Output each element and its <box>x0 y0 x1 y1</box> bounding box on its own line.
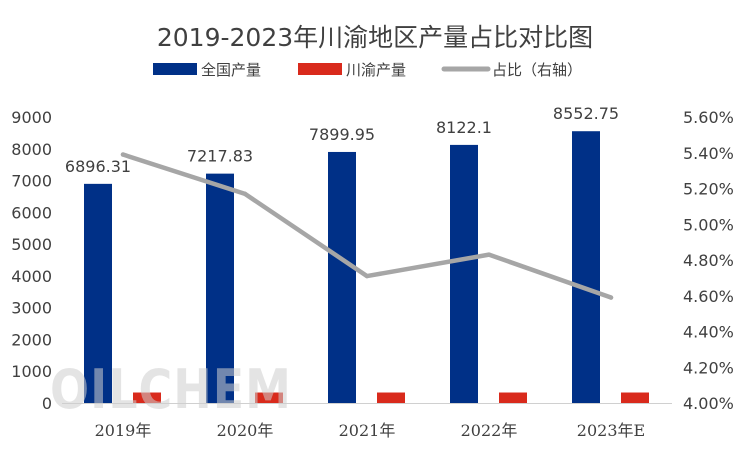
data-labels: 6896.31 7217.83 7899.95 8122.1 8552.75 <box>65 104 619 176</box>
bar-national <box>328 151 356 403</box>
legend: 全国产量 川渝产量 占比（右轴） <box>153 61 582 79</box>
y-right-axis: 4.00% 4.20% 4.40% 4.60% 4.80% 5.00% 5.20% 5.40%… <box>683 108 734 413</box>
x-tick-label: 2022年 <box>461 421 518 440</box>
y-right-tick-label: 5.00% <box>683 215 734 234</box>
y-left-tick-label: 6000 <box>11 203 52 222</box>
ratio-point <box>608 295 614 300</box>
x-tick-label: 2020年 <box>217 421 274 440</box>
y-right-tick-label: 4.40% <box>683 323 734 342</box>
legend-swatch-sichuan-chongqing <box>298 63 342 75</box>
data-label: 6896.31 <box>65 157 131 176</box>
legend-label-ratio: 占比（右轴） <box>492 61 582 79</box>
x-tick-label: 2021年 <box>339 421 396 440</box>
data-label: 8122.1 <box>436 118 492 137</box>
data-label: 7899.95 <box>309 125 375 144</box>
y-right-tick-label: 4.20% <box>683 358 734 377</box>
legend-label-sichuan-chongqing: 川渝产量 <box>346 61 406 79</box>
bars <box>84 131 649 403</box>
ratio-line-group <box>120 152 614 300</box>
ratio-point <box>364 273 370 279</box>
y-left-tick-label: 5000 <box>11 235 52 254</box>
bar-sichuan-chongqing <box>133 392 161 403</box>
y-left-tick-label: 2000 <box>11 330 52 349</box>
y-right-tick-label: 4.00% <box>683 394 734 413</box>
y-left-tick-label: 7000 <box>11 172 52 191</box>
x-tick-label: 2019年 <box>95 421 152 440</box>
ratio-point <box>120 152 126 157</box>
y-right-tick-label: 4.60% <box>683 287 734 306</box>
y-left-axis: 0 1000 2000 3000 4000 5000 6000 7000 8000 9000 <box>11 108 52 413</box>
bar-national <box>84 183 112 403</box>
x-tick-label: 2023年E <box>577 421 645 440</box>
y-left-tick-label: 3000 <box>11 299 52 318</box>
y-right-tick-label: 5.40% <box>683 144 734 163</box>
bar-national <box>572 131 600 403</box>
bar-sichuan-chongqing <box>621 392 649 403</box>
y-left-tick-label: 0 <box>42 394 52 413</box>
bar-national <box>450 144 478 403</box>
y-left-tick-label: 4000 <box>11 267 52 286</box>
bar-sichuan-chongqing <box>499 392 527 403</box>
y-right-tick-label: 4.80% <box>683 251 734 270</box>
legend-swatch-national <box>153 63 197 75</box>
bar-sichuan-chongqing <box>377 392 405 403</box>
legend-label-national: 全国产量 <box>201 61 261 79</box>
watermark-logo: OILCHEM <box>50 357 292 421</box>
y-right-tick-label: 5.20% <box>683 180 734 199</box>
ratio-point <box>242 191 248 197</box>
y-left-tick-label: 9000 <box>11 108 52 127</box>
chart-title: 2019-2023年川渝地区产量占比对比图 <box>157 23 593 52</box>
y-right-tick-label: 5.60% <box>683 108 734 127</box>
ratio-point <box>486 252 492 257</box>
y-left-tick-label: 1000 <box>11 362 52 381</box>
data-label: 7217.83 <box>187 147 253 166</box>
y-left-tick-label: 8000 <box>11 140 52 159</box>
x-axis: 2019年 2020年 2021年 2022年 2023年E <box>95 421 646 440</box>
bar-sichuan-chongqing <box>255 392 283 403</box>
bar-national <box>206 173 234 403</box>
data-label: 8552.75 <box>553 104 619 123</box>
